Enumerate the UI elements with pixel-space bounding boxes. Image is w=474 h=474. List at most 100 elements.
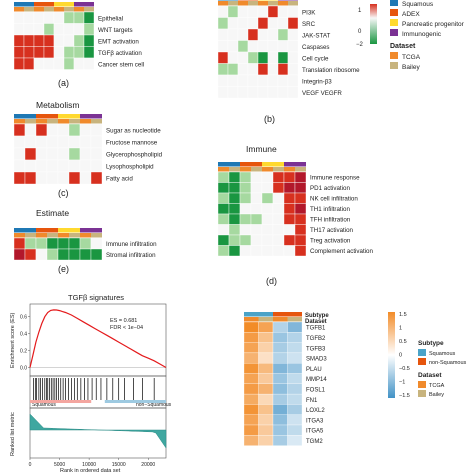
heatmap-cell (79, 237, 92, 250)
row-label: Integrin-β3 (302, 78, 332, 85)
heatmap-cell (243, 363, 259, 374)
heatmap-cell (68, 159, 81, 173)
heatmap-cell (46, 147, 59, 161)
row-label: Immune infiltration (106, 241, 157, 248)
heatmap-cell (237, 51, 249, 64)
heatmap-cell (258, 352, 274, 364)
heatmap-cell (46, 135, 59, 149)
gene-label: SMAD3 (306, 357, 327, 363)
row-label: Fructose mannose (106, 140, 158, 147)
legend-label-squamous: Squamous (402, 1, 434, 8)
heatmap-cell (283, 245, 296, 257)
subtype-legend: Squamous ADEX Pancreatic progenitor Immu… (390, 0, 465, 71)
row-label: PD1 activation (310, 185, 350, 192)
row-label: PI3K (302, 9, 316, 16)
row-label: VEGF VEGFR (302, 90, 342, 97)
row-label: Cell cycle (302, 55, 329, 62)
heatmap-cell (227, 74, 239, 87)
heatmap-cell (267, 5, 279, 18)
heatmap-cell (272, 363, 288, 374)
heatmap-cell (277, 40, 289, 53)
subtype-annotation-cell (288, 0, 298, 1)
heatmap-cell (250, 192, 263, 204)
legend-swatch-adex (390, 9, 398, 16)
heatmap-cell (24, 237, 37, 250)
heatmap-cell (267, 40, 279, 53)
heatmap-cell (272, 245, 285, 257)
subtype-annotation-cell (14, 2, 24, 7)
gsea-ranked-metric (29, 413, 167, 449)
tgf-dataset-title: Dataset (418, 372, 442, 379)
heatmap-cell (267, 86, 279, 99)
heatmap-cell (79, 135, 92, 149)
heatmap-cell (228, 182, 241, 194)
heatmap-cell (294, 224, 307, 236)
heatmap-cell (250, 203, 263, 215)
gene-label: TGM2 (306, 439, 323, 445)
heatmap-cell (287, 363, 303, 374)
gsea-annotation-es: ES = 0.681 (110, 318, 137, 324)
heatmap-cell (90, 147, 103, 161)
panel-label-c: (c) (58, 188, 69, 198)
heatmap-cell (68, 237, 81, 250)
subtype-annotation-cell (278, 0, 288, 1)
heatmap-cell (237, 5, 249, 18)
heatmap-cell (24, 159, 37, 173)
heatmap-cell (63, 57, 75, 70)
dataset-annotation-cell (25, 119, 36, 124)
dataset-annotation-cell (248, 1, 258, 6)
gsea-phenotype-strip-left (30, 400, 92, 403)
gsea-title: TGFβ signatures (68, 293, 124, 302)
heatmap-cell (261, 224, 274, 236)
heatmap-cell (243, 383, 259, 395)
heatmap-cell (227, 51, 239, 64)
tgf-swatch-nonsquamous (418, 358, 426, 365)
heatmap-cell (243, 373, 259, 384)
heatmap-cell (43, 11, 55, 24)
subtype-annotation-cell (295, 162, 306, 167)
heatmap-cell (35, 248, 48, 261)
heatmap-cell (79, 171, 92, 185)
tgf-dataset-annotation-label: Dataset (305, 319, 327, 325)
gsea-ytick-label: 0.0 (20, 366, 27, 372)
heatmap-cell (217, 40, 229, 53)
gene-label: TGFB3 (306, 346, 326, 352)
subtype-annotation-cell (251, 162, 262, 167)
heatmap-cell (250, 245, 263, 257)
heatmap-cell (79, 248, 92, 261)
dataset-annotation-cell (287, 317, 302, 322)
heatmap-cell (83, 34, 95, 47)
row-label: TGFβ activation (98, 50, 142, 57)
heatmap-cell (83, 11, 95, 24)
tgf-scale-labels: 1.5 1 0.5 0 −0.5 −1 −1.5 (399, 312, 410, 399)
heatmap-cell (257, 63, 269, 76)
gene-label: TGFB2 (306, 336, 326, 342)
panel-label-b: (b) (264, 114, 275, 124)
heatmap-cell (35, 147, 48, 161)
scale-mid-label: 0 (358, 29, 362, 35)
subtype-annotation-cell (218, 162, 229, 167)
color-scale-legend: 1 0 −2 (356, 4, 377, 48)
heatmap-cell (23, 46, 35, 59)
dataset-annotation-cell (251, 167, 262, 172)
immune-title: Immune (246, 144, 277, 154)
heatmap-cell (272, 234, 285, 246)
heatmap-cell (243, 332, 259, 343)
dataset-annotation-cell (244, 317, 259, 322)
heatmap-cell (257, 86, 269, 99)
heatmap-cell (35, 123, 48, 137)
heatmap-cell (13, 171, 26, 185)
legend-swatch-immunogenic (390, 29, 398, 36)
heatmap-cell (257, 74, 269, 87)
heatmap-cell (63, 23, 75, 36)
heatmap-cell (277, 51, 289, 64)
heatmap-cell (73, 11, 85, 24)
heatmap-cell (258, 404, 274, 415)
heatmap-cell (287, 342, 303, 354)
gsea-xtick-label: 10000 (82, 462, 96, 468)
heatmap-cell (217, 63, 229, 76)
subtype-annotation-cell (36, 114, 47, 119)
heatmap-cell (24, 147, 37, 161)
row-label: Stromal infiltration (106, 252, 156, 259)
heatmap-cell (267, 63, 279, 76)
